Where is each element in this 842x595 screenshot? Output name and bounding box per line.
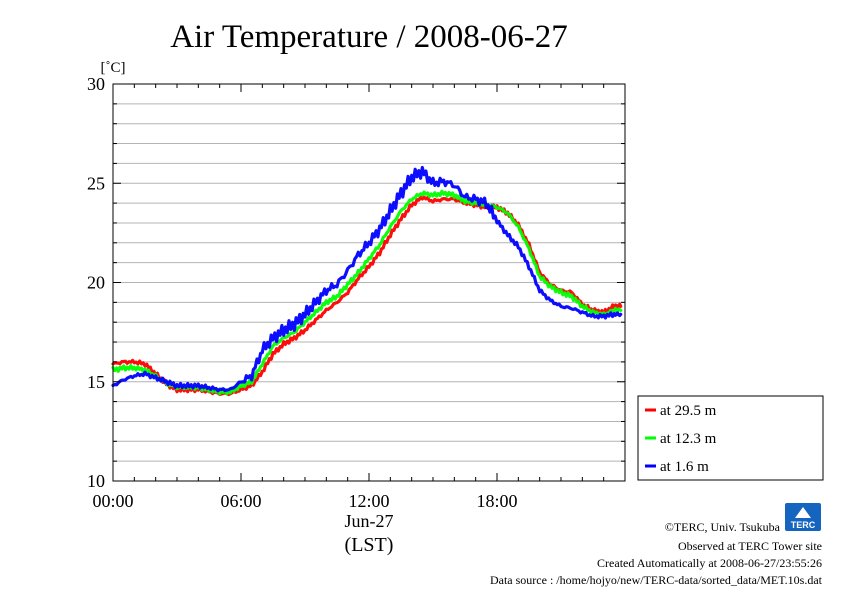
terc-logo: TERC xyxy=(785,503,821,531)
legend-box xyxy=(637,395,824,481)
credit-created: Created Automatically at 2008-06-27/23:5… xyxy=(597,556,822,570)
y-tick-label: 20 xyxy=(87,273,105,293)
y-tick-label: 10 xyxy=(87,471,105,491)
series-line-at-29-5-m xyxy=(111,195,623,397)
axis-ticks xyxy=(112,83,626,482)
legend-label-at-29-5-m: at 29.5 m xyxy=(660,403,717,419)
x-tick-label: 06:00 xyxy=(220,491,261,511)
credit-observed: Observed at TERC Tower site xyxy=(678,539,822,553)
x-tick-label: 00:00 xyxy=(92,491,133,511)
legend-label-at-12-3-m: at 12.3 m xyxy=(660,431,717,447)
series-line-at-1-6-m xyxy=(111,165,623,393)
y-tick-labels: 10 15 20 25 30 xyxy=(87,74,105,491)
x-tick-label: 18:00 xyxy=(476,491,517,511)
credit-copyright: ©TERC, Univ. Tsukuba xyxy=(665,520,781,534)
y-axis-unit: [˚C] xyxy=(101,60,126,76)
legend-label-at-1-6-m: at 1.6 m xyxy=(660,459,709,475)
series-line-at-12-3-m xyxy=(111,189,623,396)
legend: at 29.5 m at 12.3 m at 1.6 m xyxy=(637,395,824,481)
y-tick-label: 15 xyxy=(87,372,105,392)
y-tick-label: 25 xyxy=(87,173,105,193)
y-tick-label: 30 xyxy=(87,74,105,94)
x-tick-labels: 00:00 06:00 12:00 18:00 xyxy=(92,491,517,511)
x-tick-label: 12:00 xyxy=(348,491,389,511)
grid-lines xyxy=(113,103,625,462)
series-lines xyxy=(111,165,623,397)
credit-source: Data source : /home/hojyo/new/TERC-data/… xyxy=(490,573,823,587)
logo-text: TERC xyxy=(791,520,816,530)
chart-title: Air Temperature / 2008-06-27 xyxy=(170,19,568,55)
x-axis-timezone-label: (LST) xyxy=(345,534,394,556)
x-axis-date-label: Jun-27 xyxy=(345,511,394,531)
logo-drop-icon xyxy=(795,507,811,518)
